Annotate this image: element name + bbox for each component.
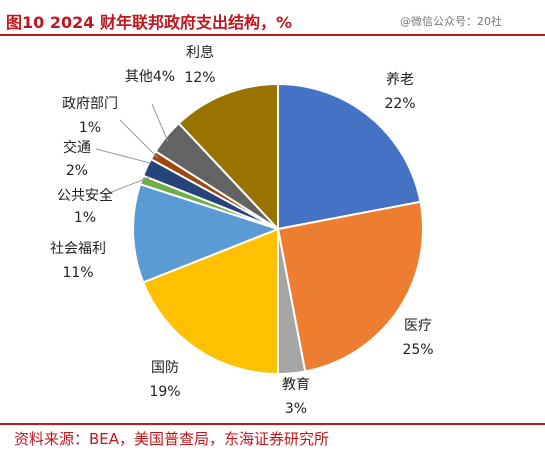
slice-value-welfare: 11%: [62, 265, 93, 281]
leader-line-transport: [95, 148, 151, 164]
leader-line-other: [151, 103, 169, 143]
leader-line-public-safety: [103, 176, 151, 196]
slice-value-education: 3%: [285, 401, 307, 417]
slice-label-other: 其他4%: [125, 69, 175, 85]
slice-category-government: 政府部门: [62, 96, 118, 112]
slice-category-transport: 交通: [63, 139, 91, 156]
slice-value-defense: 19%: [149, 384, 180, 400]
pie-slices: [132, 82, 424, 376]
leader-line-government: [119, 119, 159, 159]
slice-labels: 养老 22% 医疗 25% 教育 3% 国防 19% 社会福利 11% 公共安全 1% 交通 2% 政府部门…: [50, 44, 434, 417]
leader-lines: [95, 103, 169, 196]
pie-slice-interest: [177, 82, 279, 232]
slice-category-public-safety: 公共安全: [57, 187, 113, 204]
pie-slice-healthcare: [276, 200, 424, 373]
title-rule: [0, 34, 545, 36]
pie-slice-defense: [141, 227, 279, 376]
slice-value-pension: 22%: [384, 96, 415, 112]
slice-category-welfare: 社会福利: [50, 241, 106, 257]
slice-value-healthcare: 25%: [402, 342, 433, 358]
pie-slice-welfare: [132, 182, 281, 284]
slice-category-pension: 养老: [386, 72, 414, 88]
slice-category-healthcare: 医疗: [404, 318, 432, 334]
pie-slice-pension: [277, 82, 422, 231]
slice-value-transport: 2%: [66, 163, 88, 179]
source-rule: [0, 423, 545, 425]
slice-value-public-safety: 1%: [74, 210, 96, 226]
source-note: 资料来源：BEA，美国普查局，东海证券研究所: [14, 430, 330, 448]
slice-category-education: 教育: [282, 377, 310, 393]
watermark-text: @微信公众号：20社: [400, 15, 502, 28]
slice-value-government: 1%: [79, 120, 101, 136]
slice-category-interest: 利息: [186, 44, 214, 61]
slice-category-defense: 国防: [151, 360, 179, 376]
slice-value-interest: 12%: [184, 70, 215, 86]
figure-title: 图10 2024 财年联邦政府支出结构，%: [6, 13, 292, 32]
